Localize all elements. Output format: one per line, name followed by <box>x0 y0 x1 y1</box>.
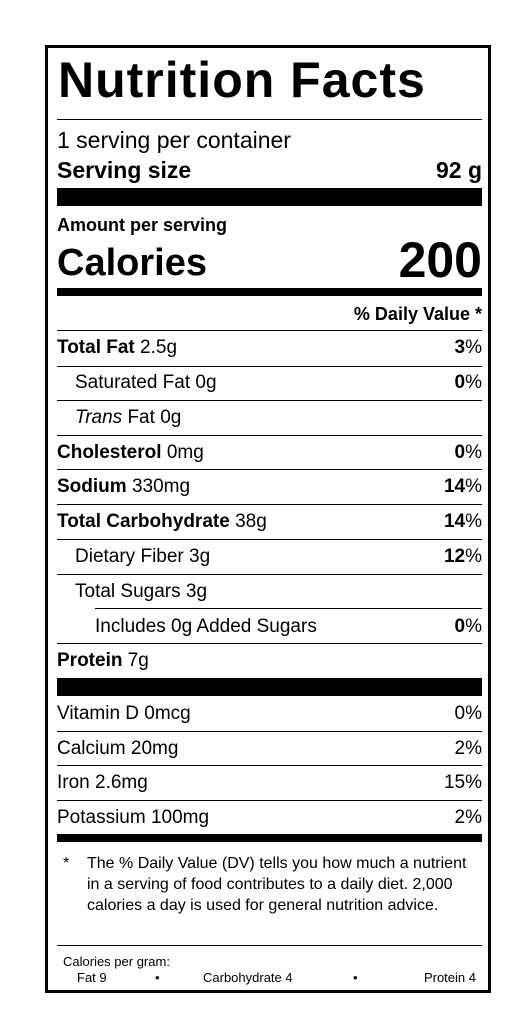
serving-size-row: Serving size 92 g <box>57 157 482 183</box>
nutrient-dv: 3% <box>454 337 482 358</box>
divider <box>57 765 482 766</box>
vitamin-dv: 2% <box>454 807 482 828</box>
nutrient-row-protein: Protein 7g <box>57 650 482 672</box>
vitamin-dv: 2% <box>454 738 482 759</box>
cpg-bullet: • <box>353 970 358 985</box>
daily-value-footnote: * The % Daily Value (DV) tells you how m… <box>63 853 472 916</box>
divider <box>57 435 482 436</box>
nutrient-name: Saturated Fat <box>75 372 191 393</box>
calories-row: Calories 200 <box>57 234 482 286</box>
calories-per-gram-values: Fat 9 • Carbohydrate 4 • Protein 4 <box>63 970 476 986</box>
amount-per-serving: Amount per serving <box>57 215 228 235</box>
nutrient-amount: 38g <box>235 511 267 532</box>
nutrient-row-total-sugars: Total Sugars 3g <box>57 581 482 603</box>
divider <box>57 400 482 401</box>
nutrient-name-italic: Trans <box>75 407 123 428</box>
nutrient-row-trans-fat: Trans Fat 0g <box>57 407 482 429</box>
indented-divider <box>95 608 482 609</box>
vitamin-dv: 0% <box>454 703 482 724</box>
medium-divider <box>57 834 482 842</box>
thick-divider <box>57 678 482 696</box>
cpg-fat: Fat 9 <box>77 970 107 985</box>
nutrient-dv: 14% <box>443 476 482 497</box>
nutrient-amount: 330mg <box>131 476 191 497</box>
vitamin-row-calcium: Calcium 20mg 2% <box>57 738 482 760</box>
nutrient-dv: 0% <box>454 442 482 463</box>
divider <box>57 330 482 331</box>
vitamin-dv: 15% <box>443 772 482 793</box>
medium-divider <box>57 288 482 296</box>
vitamin-label: Calcium 20mg <box>57 738 179 759</box>
nutrition-facts-label: Nutrition Facts 1 serving per container … <box>45 45 491 993</box>
vitamin-row-potassium: Potassium 100mg 2% <box>57 807 482 829</box>
nutrient-row-total-fat: Total Fat 2.5g 3% <box>57 337 482 359</box>
nutrient-row-total-carbohydrate: Total Carbohydrate 38g 14% <box>57 511 482 533</box>
footnote-text: The % Daily Value (DV) tells you how muc… <box>87 855 467 914</box>
nutrient-name: Total Fat <box>57 337 135 358</box>
nutrient-amount: 3g <box>185 581 208 602</box>
divider <box>57 469 482 470</box>
nutrient-amount: 2.5g <box>140 337 178 358</box>
nutrient-name: Includes 0g Added Sugars <box>95 616 317 637</box>
nutrient-amount: 7g <box>127 650 149 671</box>
nutrient-name: Protein <box>57 650 123 671</box>
nutrient-row-saturated-fat: Saturated Fat 0g 0% <box>57 372 482 394</box>
nutrient-dv: 0% <box>454 372 482 393</box>
nutrient-name: Dietary Fiber <box>75 546 184 567</box>
calories-per-gram-heading: Calories per gram: <box>63 954 170 969</box>
calories-label: Calories <box>57 242 207 284</box>
cpg-protein: Protein 4 <box>423 970 476 985</box>
nutrient-amount: 0g <box>195 372 217 393</box>
nutrient-dv: 12% <box>443 546 482 567</box>
vitamin-row-vitamin-d: Vitamin D 0mcg 0% <box>57 703 482 725</box>
cpg-carbohydrate: Carbohydrate 4 <box>203 970 293 985</box>
nutrient-row-dietary-fiber: Dietary Fiber 3g 12% <box>57 546 482 568</box>
nutrient-amount: 0g <box>160 407 182 428</box>
divider <box>57 574 482 575</box>
nutrient-amount: 3g <box>189 546 211 567</box>
nutrient-name: Cholesterol <box>57 442 162 463</box>
nutrient-row-sodium: Sodium 330mg 14% <box>57 476 482 498</box>
divider <box>57 504 482 505</box>
nutrient-row-cholesterol: Cholesterol 0mg 0% <box>57 442 482 464</box>
divider <box>57 800 482 801</box>
thick-divider <box>57 188 482 206</box>
nutrient-name: Total Carbohydrate <box>57 511 230 532</box>
serving-size-label: Serving size <box>57 157 192 183</box>
vitamin-row-iron: Iron 2.6mg 15% <box>57 772 482 794</box>
vitamin-label: Vitamin D 0mcg <box>57 703 191 724</box>
serving-size-value: 92 g <box>435 157 482 183</box>
servings-per-container: 1 serving per container <box>57 127 291 153</box>
nutrient-name: Fat <box>127 407 155 428</box>
nutrient-name: Total Sugars <box>75 581 181 602</box>
label-title: Nutrition Facts <box>58 52 426 108</box>
divider <box>57 945 482 946</box>
nutrient-name: Sodium <box>57 476 127 497</box>
nutrient-dv: 14% <box>443 511 482 532</box>
vitamin-label: Iron 2.6mg <box>57 772 148 793</box>
nutrient-dv: 0% <box>454 616 482 637</box>
footnote-asterisk: * <box>63 855 70 872</box>
label-body: 1 serving per container Serving size 92 … <box>57 48 482 990</box>
daily-value-header: % Daily Value * <box>353 304 482 324</box>
divider <box>57 643 482 644</box>
nutrient-row-added-sugars: Includes 0g Added Sugars 0% <box>57 616 482 638</box>
divider <box>57 731 482 732</box>
nutrient-amount: 0mg <box>166 442 204 463</box>
vitamin-label: Potassium 100mg <box>57 807 210 828</box>
cpg-bullet: • <box>155 970 160 985</box>
divider <box>57 539 482 540</box>
divider <box>57 366 482 367</box>
calories-value: 200 <box>398 232 482 288</box>
divider <box>57 119 482 120</box>
calories-per-gram: Calories per gram: Fat 9 • Carbohydrate … <box>63 954 476 986</box>
